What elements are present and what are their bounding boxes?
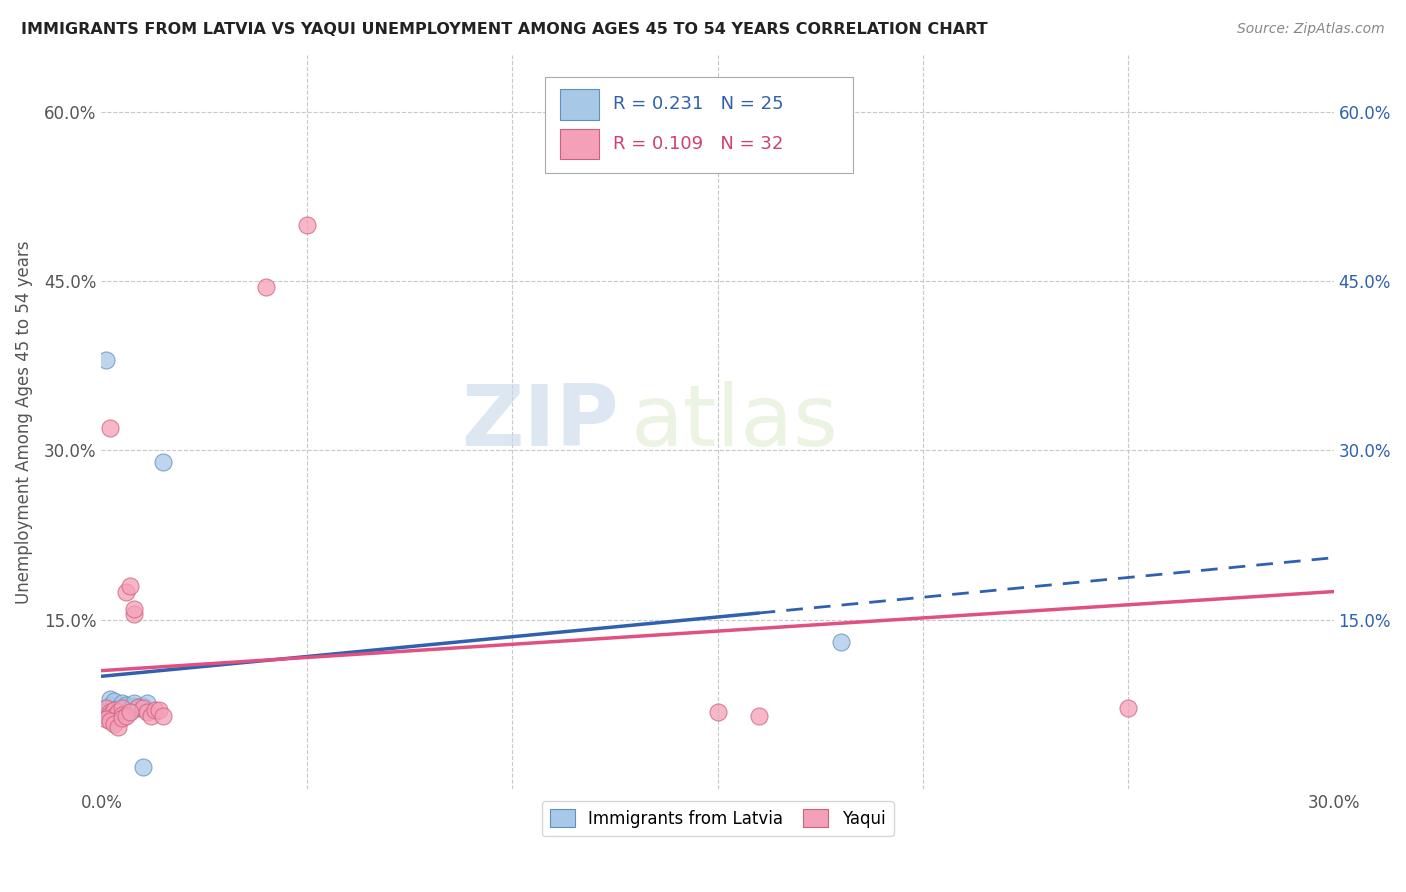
Text: Source: ZipAtlas.com: Source: ZipAtlas.com (1237, 22, 1385, 37)
Point (131, 701, 153, 715)
Point (98, 421, 121, 435)
Point (98, 708, 121, 723)
Text: atlas: atlas (631, 381, 839, 464)
Point (124, 698, 146, 713)
Point (115, 584, 138, 599)
Y-axis label: Unemployment Among Ages 45 to 54 years: Unemployment Among Ages 45 to 54 years (15, 241, 32, 604)
Point (107, 706, 129, 720)
Point (120, 579, 142, 593)
Text: R = 0.231   N = 25: R = 0.231 N = 25 (613, 95, 783, 113)
Text: IMMIGRANTS FROM LATVIA VS YAQUI UNEMPLOYMENT AMONG AGES 45 TO 54 YEARS CORRELATI: IMMIGRANTS FROM LATVIA VS YAQUI UNEMPLOY… (21, 22, 987, 37)
Point (148, 703, 170, 717)
Point (115, 699, 138, 714)
Point (94, 712, 117, 726)
Point (120, 702, 142, 716)
Point (124, 607, 146, 622)
Point (124, 697, 146, 711)
Point (127, 701, 149, 715)
Text: ZIP: ZIP (461, 381, 619, 464)
Point (94, 353, 117, 368)
Point (120, 706, 142, 720)
Point (103, 706, 125, 720)
Point (111, 701, 134, 715)
Point (830, 635, 852, 649)
Point (127, 699, 149, 714)
Point (254, 279, 277, 293)
FancyBboxPatch shape (546, 78, 853, 172)
Point (124, 601, 146, 615)
Point (98, 691, 121, 706)
Text: R = 0.109   N = 32: R = 0.109 N = 32 (613, 135, 783, 153)
Point (103, 716, 125, 731)
Point (131, 698, 153, 713)
Point (111, 707, 134, 722)
Point (115, 698, 138, 712)
Point (120, 704, 142, 718)
Point (98, 706, 121, 720)
Legend: Immigrants from Latvia, Yaqui: Immigrants from Latvia, Yaqui (541, 801, 894, 836)
Point (98, 714, 121, 729)
Point (98, 707, 121, 722)
Point (1116, 701, 1139, 715)
Point (131, 759, 153, 773)
Point (135, 697, 157, 711)
FancyBboxPatch shape (560, 89, 599, 120)
Point (94, 701, 117, 715)
Point (98, 698, 121, 712)
FancyBboxPatch shape (560, 128, 599, 160)
Point (111, 711, 134, 725)
Point (111, 697, 134, 711)
Point (115, 708, 138, 723)
Point (295, 218, 318, 232)
Point (152, 455, 174, 469)
Point (103, 703, 125, 717)
Point (139, 708, 162, 723)
Point (143, 703, 166, 717)
Point (103, 694, 125, 708)
Point (103, 708, 125, 723)
Point (152, 708, 174, 723)
Point (107, 701, 129, 715)
Point (107, 720, 129, 734)
Point (107, 707, 129, 722)
Point (706, 706, 728, 720)
Point (103, 703, 125, 717)
Point (111, 703, 134, 717)
Point (107, 706, 129, 720)
Point (748, 708, 770, 723)
Point (135, 706, 157, 720)
Point (94, 708, 117, 723)
